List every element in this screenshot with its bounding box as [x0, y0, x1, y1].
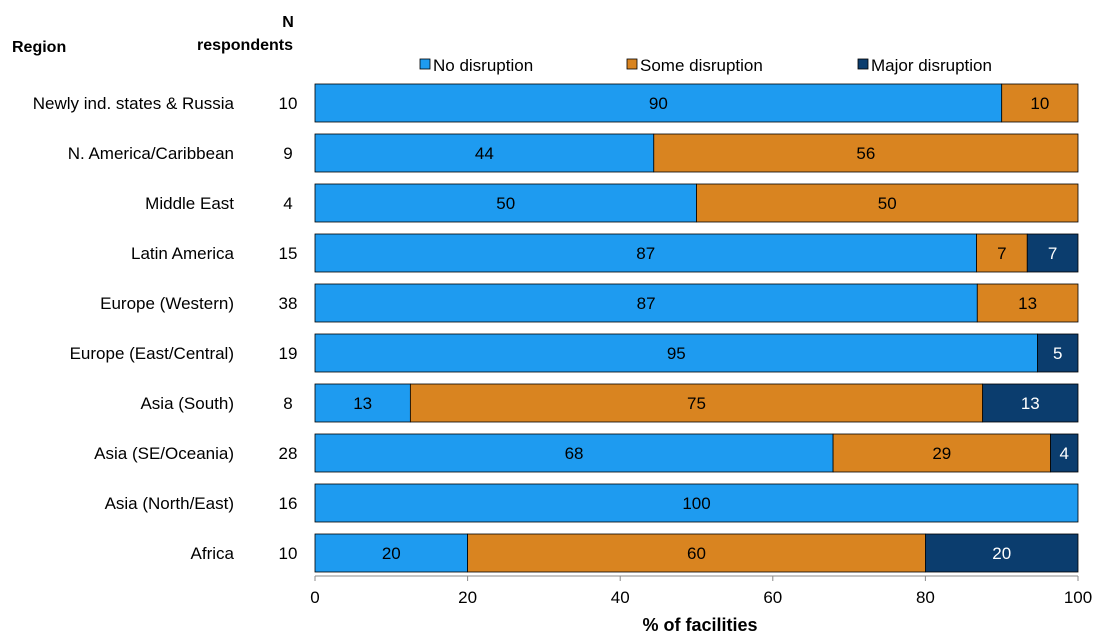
bar-value-label: 68 — [565, 444, 584, 463]
bar-value-label: 13 — [353, 394, 372, 413]
bar-segment-major-disruption — [925, 533, 1079, 573]
x-axis: 0 20 40 60 80 100 — [310, 575, 1092, 607]
bar-value-label: 20 — [992, 544, 1011, 563]
x-tick-label: 60 — [763, 588, 782, 607]
category-label: Latin America — [131, 244, 235, 263]
bar-value-label: 60 — [687, 544, 706, 563]
bar-value-label: 50 — [496, 194, 515, 213]
bar-value-label: 56 — [856, 144, 875, 163]
chart-rows: Newly ind. states & Russia 10 90 10 N. Ameri… — [33, 83, 1079, 573]
x-tick-label: 0 — [310, 588, 319, 607]
bar-segment-major-disruption — [1050, 433, 1079, 473]
n-respondents-value: 8 — [283, 394, 292, 413]
n-respondents-value: 10 — [279, 94, 298, 113]
legend: No disruption Some disruption Major disrup… — [419, 56, 992, 75]
x-tick-label: 80 — [916, 588, 935, 607]
bar-value-label: 50 — [878, 194, 897, 213]
bar-segment-some-disruption — [409, 383, 984, 423]
bar-segment-some-disruption — [1001, 83, 1079, 123]
legend-swatch-some-disruption — [626, 58, 638, 70]
legend-label-no-disruption: No disruption — [433, 56, 533, 75]
x-tick-label: 100 — [1064, 588, 1092, 607]
bar-value-label: 100 — [682, 494, 710, 513]
x-tick-label: 40 — [611, 588, 630, 607]
bar-value-label: 95 — [667, 344, 686, 363]
bar-segment-no-disruption — [314, 183, 697, 223]
bar-segment-some-disruption — [976, 283, 1079, 323]
bar-segment-some-disruption — [653, 133, 1079, 173]
region-column-header: Region — [12, 39, 66, 56]
bar-value-label: 13 — [1021, 394, 1040, 413]
n-respondents-value: 15 — [279, 244, 298, 263]
bar-value-label: 20 — [382, 544, 401, 563]
bar-segment-some-disruption — [976, 233, 1028, 273]
n-respondents-value: 19 — [279, 344, 298, 363]
bar-segment-no-disruption — [314, 433, 834, 473]
n-respondents-value: 38 — [279, 294, 298, 313]
category-label: Europe (East/Central) — [70, 344, 234, 363]
legend-swatch-no-disruption — [419, 58, 431, 70]
n-respondents-value: 16 — [279, 494, 298, 513]
x-axis-title: % of facilities — [642, 615, 757, 634]
bar-value-label: 90 — [649, 94, 668, 113]
bar-value-label: 7 — [997, 244, 1006, 263]
bar-segment-no-disruption — [314, 83, 1003, 123]
bar-segment-no-disruption — [314, 283, 978, 323]
bar-value-label: 29 — [932, 444, 951, 463]
bar-value-label: 4 — [1060, 444, 1069, 463]
bar-value-label: 10 — [1030, 94, 1049, 113]
bar-value-label: 7 — [1048, 244, 1057, 263]
category-label: Europe (Western) — [100, 294, 234, 313]
bar-segment-no-disruption — [314, 383, 411, 423]
bar-segment-no-disruption — [314, 133, 655, 173]
bar-value-label: 75 — [687, 394, 706, 413]
bar-value-label: 87 — [636, 244, 655, 263]
bar-value-label: 5 — [1053, 344, 1062, 363]
n-column-header-line2: respondents — [197, 37, 293, 54]
category-label: N. America/Caribbean — [68, 144, 234, 163]
category-label: Asia (North/East) — [105, 494, 234, 513]
legend-label-some-disruption: Some disruption — [640, 56, 763, 75]
category-label: Asia (SE/Oceania) — [94, 444, 234, 463]
category-label: Middle East — [145, 194, 234, 213]
bar-segment-no-disruption — [314, 483, 1079, 523]
legend-swatch-major-disruption — [857, 58, 869, 70]
bar-value-label: 44 — [475, 144, 494, 163]
n-respondents-value: 10 — [279, 544, 298, 563]
bar-segment-major-disruption — [982, 383, 1079, 423]
bar-segment-no-disruption — [314, 333, 1038, 373]
legend-label-major-disruption: Major disruption — [871, 56, 992, 75]
bar-segment-no-disruption — [314, 233, 977, 273]
bar-segment-some-disruption — [467, 533, 926, 573]
bar-segment-major-disruption — [1026, 233, 1079, 273]
bar-value-label: 13 — [1018, 294, 1037, 313]
category-label: Asia (South) — [140, 394, 234, 413]
bar-segment-some-disruption — [832, 433, 1051, 473]
bar-segment-no-disruption — [314, 533, 469, 573]
bar-value-label: 87 — [637, 294, 656, 313]
bar-segment-major-disruption — [1037, 333, 1079, 373]
n-respondents-value: 4 — [283, 194, 292, 213]
category-label: Newly ind. states & Russia — [33, 94, 235, 113]
n-column-header-line1: N — [282, 14, 294, 31]
bar-segment-some-disruption — [696, 183, 1079, 223]
category-label: Africa — [191, 544, 235, 563]
n-respondents-value: 9 — [283, 144, 292, 163]
n-respondents-value: 28 — [279, 444, 298, 463]
x-tick-label: 20 — [458, 588, 477, 607]
